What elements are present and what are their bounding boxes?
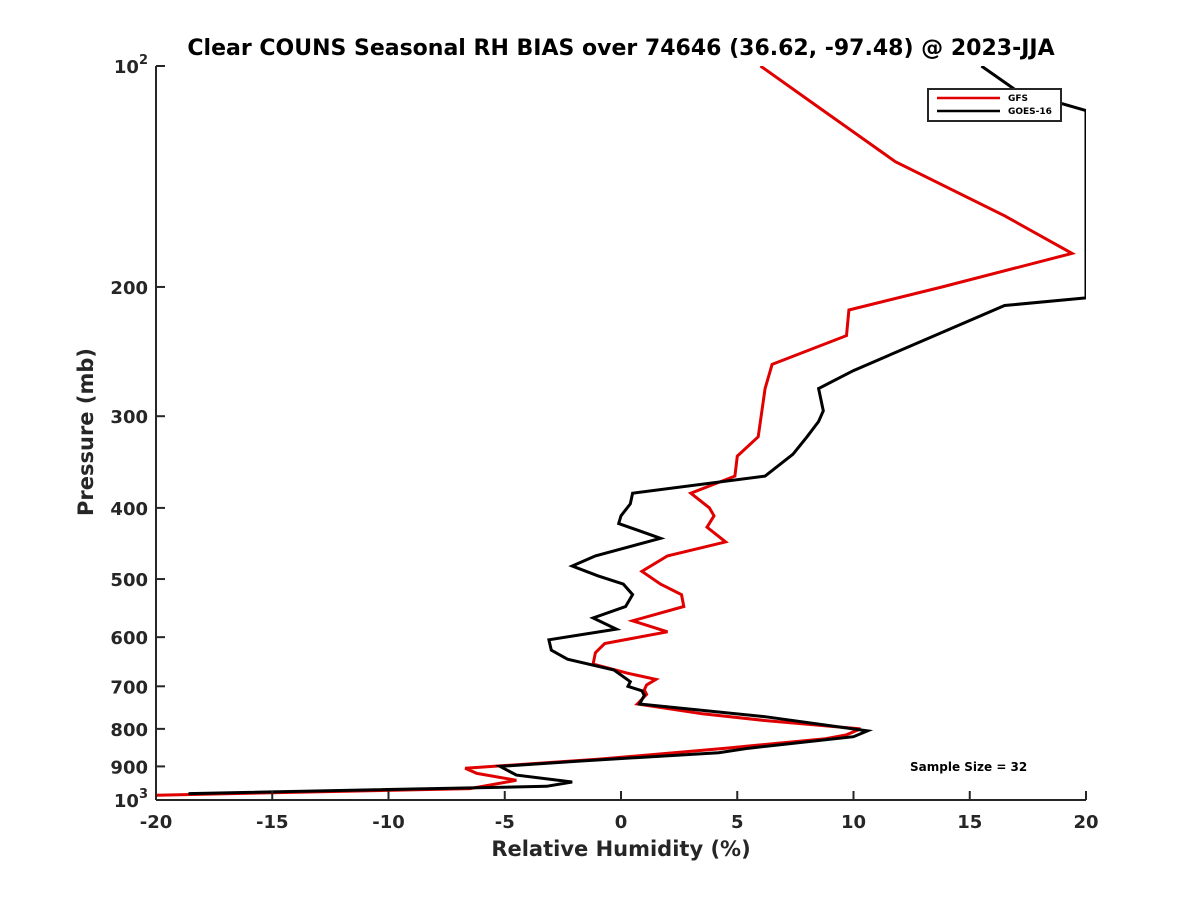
y-tick-label: 500	[110, 570, 148, 591]
y-tick-label: 103	[114, 787, 148, 812]
y-tick-label: 300	[110, 407, 148, 428]
legend-label-goes-16: GOES-16	[1008, 107, 1052, 117]
x-tick-label: -5	[495, 812, 515, 833]
y-tick-label: 400	[110, 499, 148, 520]
x-tick-label: -10	[372, 812, 405, 833]
x-tick-label: -15	[256, 812, 289, 833]
y-tick-label: 600	[110, 628, 148, 649]
legend-box	[927, 88, 1062, 122]
sample-size-annotation: Sample Size = 32	[910, 760, 1027, 774]
chart-title: Clear COUNS Seasonal RH BIAS over 74646 …	[187, 36, 1054, 61]
x-tick-label: 10	[841, 812, 866, 833]
x-tick-label: 15	[957, 812, 982, 833]
x-axis-label: Relative Humidity (%)	[491, 837, 750, 861]
x-tick-label: 20	[1073, 812, 1098, 833]
series-line-gfs	[156, 66, 1077, 797]
y-tick-label: 900	[110, 757, 148, 778]
x-tick-label: 5	[731, 812, 744, 833]
y-axis-label: Pressure (mb)	[74, 348, 98, 516]
series-layer	[156, 66, 1086, 797]
y-tick-label: 800	[110, 720, 148, 741]
y-tick-label: 200	[110, 278, 148, 299]
series-line-goes-16	[188, 66, 1086, 796]
legend-label-gfs: GFS	[1008, 94, 1028, 104]
x-tick-label: -20	[140, 812, 173, 833]
y-tick-label: 700	[110, 677, 148, 698]
legend: GFS GOES-16	[927, 88, 1062, 122]
y-tick-label: 102	[114, 53, 148, 78]
axes-layer: -20 -15 -10 -5 0 5 10 15 20 102 200 300 400 500 600 700…	[110, 53, 1098, 833]
x-tick-label: 0	[615, 812, 628, 833]
